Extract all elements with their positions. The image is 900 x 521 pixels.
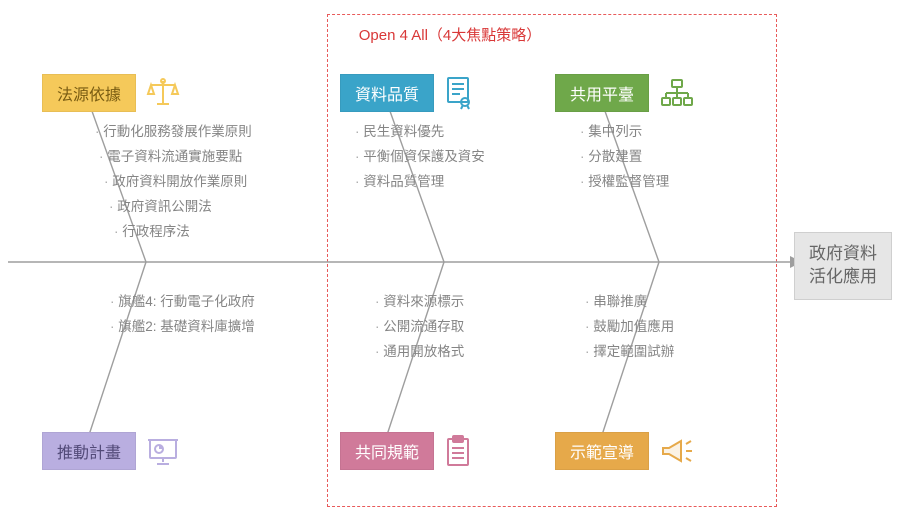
branch-label: 推動計畫 — [42, 432, 136, 470]
branch-promotion-plan: 推動計畫 — [42, 432, 180, 471]
branch-items-promotion-plan: 旗艦4: 行動電子化政府 旗艦2: 基礎資料庫擴增 — [110, 290, 255, 340]
branch-items-data-quality: 民生資料優先 平衡個資保護及資安 資料品質管理 — [355, 120, 485, 195]
branch-data-quality: 資料品質 — [340, 74, 474, 115]
branch-common-standards: 共同規範 — [340, 432, 472, 473]
list-item: 資料來源標示 — [375, 290, 464, 315]
branch-label: 共同規範 — [340, 432, 434, 470]
list-item: 旗艦4: 行動電子化政府 — [110, 290, 255, 315]
goal-box: 政府資料 活化應用 — [794, 232, 892, 300]
goal-line2: 活化應用 — [809, 266, 877, 289]
list-item: 政府資料開放作業原則 — [95, 170, 252, 195]
list-item: 分散建置 — [580, 145, 669, 170]
list-item: 鼓勵加值應用 — [585, 315, 674, 340]
clipboard-icon — [444, 434, 472, 473]
branch-label: 示範宣導 — [555, 432, 649, 470]
list-item: 電子資料流通實施要點 — [95, 145, 252, 170]
certificate-icon — [444, 76, 474, 115]
list-item: 行動化服務發展作業原則 — [95, 120, 252, 145]
scales-icon — [146, 78, 180, 113]
sitemap-icon — [659, 78, 695, 113]
list-item: 集中列示 — [580, 120, 669, 145]
goal-line1: 政府資料 — [809, 243, 877, 266]
list-item: 平衡個資保護及資安 — [355, 145, 485, 170]
list-item: 資料品質管理 — [355, 170, 485, 195]
list-item: 串聯推廣 — [585, 290, 674, 315]
branch-items-legal-basis: 行動化服務發展作業原則 電子資料流通實施要點 政府資料開放作業原則 政府資訊公開… — [95, 120, 252, 245]
branch-label: 法源依據 — [42, 74, 136, 112]
branch-items-common-standards: 資料來源標示 公開流通存取 通用開放格式 — [375, 290, 464, 365]
branch-shared-platform: 共用平臺 — [555, 74, 695, 113]
list-item: 授權監督管理 — [580, 170, 669, 195]
presentation-icon — [146, 436, 180, 471]
branch-items-shared-platform: 集中列示 分散建置 授權監督管理 — [580, 120, 669, 195]
branch-demonstration-promotion: 示範宣導 — [555, 432, 695, 471]
branch-label: 資料品質 — [340, 74, 434, 112]
branch-legal-basis: 法源依據 — [42, 74, 180, 113]
list-item: 行政程序法 — [95, 220, 252, 245]
branch-items-demonstration: 串聯推廣 鼓勵加值應用 擇定範圍試辦 — [585, 290, 674, 365]
megaphone-icon — [659, 436, 695, 471]
diagram-title: Open 4 All（4大焦點策略） — [359, 24, 542, 45]
list-item: 政府資訊公開法 — [95, 195, 252, 220]
branch-label: 共用平臺 — [555, 74, 649, 112]
list-item: 旗艦2: 基礎資料庫擴增 — [110, 315, 255, 340]
list-item: 通用開放格式 — [375, 340, 464, 365]
list-item: 民生資料優先 — [355, 120, 485, 145]
list-item: 公開流通存取 — [375, 315, 464, 340]
list-item: 擇定範圍試辦 — [585, 340, 674, 365]
